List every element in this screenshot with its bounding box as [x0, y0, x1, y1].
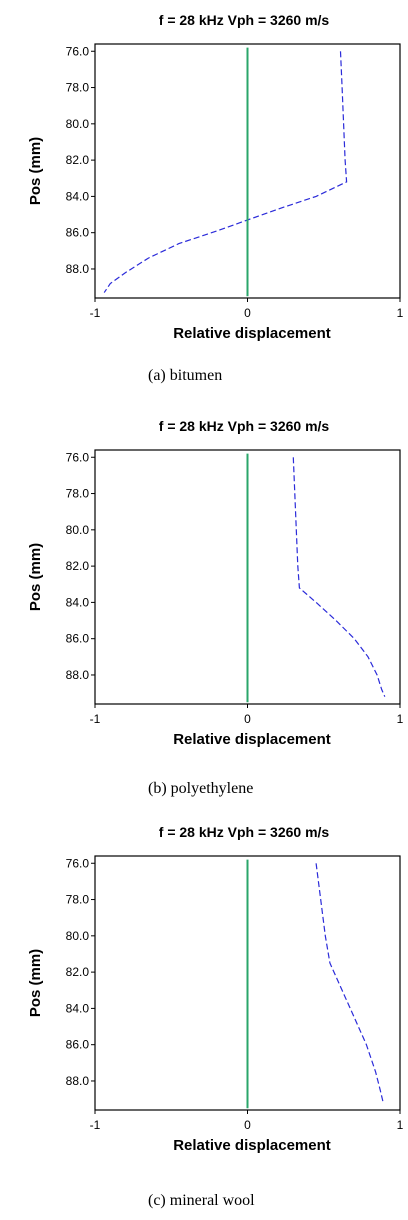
y-tick-label: 80.0	[66, 523, 90, 537]
chart-a: f = 28 kHz Vph = 3260 m/s 76.0 78.0 80.0 82.…	[27, 12, 404, 342]
x-axis-label: Relative displacement	[173, 731, 331, 748]
chart-c: f = 28 kHz Vph = 3260 m/s 76.0 78.0 80.0 82.…	[27, 824, 404, 1154]
x-tick-label: -1	[90, 1118, 101, 1132]
y-tick-label: 80.0	[66, 117, 90, 131]
y-tick-label: 86.0	[66, 632, 90, 646]
y-axis-label: Pos (mm)	[27, 949, 44, 1017]
y-tick-label: 78.0	[66, 893, 90, 907]
y-axis-label: Pos (mm)	[27, 543, 44, 611]
y-tick-label: 76.0	[66, 856, 90, 870]
chart-title: f = 28 kHz Vph = 3260 m/s	[159, 824, 330, 840]
x-tick-label: 1	[397, 712, 404, 726]
y-tick-label: 84.0	[66, 595, 90, 609]
x-tick-label: 0	[244, 306, 251, 320]
y-tick-label: 88.0	[66, 1074, 90, 1088]
y-tick-label: 82.0	[66, 965, 90, 979]
y-tick-label: 78.0	[66, 487, 90, 501]
x-tick-label: -1	[90, 306, 101, 320]
y-tick-label: 82.0	[66, 559, 90, 573]
y-tick-label: 76.0	[66, 44, 90, 58]
chart-b: f = 28 kHz Vph = 3260 m/s 76.0 78.0 80.0 82.…	[27, 418, 404, 748]
caption-b: (b) polyethylene	[148, 780, 254, 797]
x-tick-label: -1	[90, 712, 101, 726]
chart-panel-b: f = 28 kHz Vph = 3260 m/s 76.0 78.0 80.0 82.…	[0, 406, 408, 812]
chart-panel-c: f = 28 kHz Vph = 3260 m/s 76.0 78.0 80.0 82.…	[0, 812, 408, 1218]
x-tick-label: 0	[244, 712, 251, 726]
y-tick-label: 88.0	[66, 668, 90, 682]
y-axis-label: Pos (mm)	[27, 137, 44, 205]
chart-title: f = 28 kHz Vph = 3260 m/s	[159, 418, 330, 434]
x-tick-label: 1	[397, 1118, 404, 1132]
series-displacement-line	[315, 863, 384, 1103]
x-axis-label: Relative displacement	[173, 1137, 331, 1154]
caption-a: (a) bitumen	[148, 367, 223, 384]
x-tick-label: 1	[397, 306, 404, 320]
y-tick-label: 84.0	[66, 1001, 90, 1015]
chart-title: f = 28 kHz Vph = 3260 m/s	[159, 12, 330, 28]
y-tick-label: 82.0	[66, 153, 90, 167]
x-tick-label: 0	[244, 1118, 251, 1132]
y-tick-label: 78.0	[66, 81, 90, 95]
y-tick-label: 80.0	[66, 929, 90, 943]
series-displacement-line	[103, 51, 348, 293]
y-tick-label: 84.0	[66, 189, 90, 203]
y-tick-label: 76.0	[66, 450, 90, 464]
series-displacement-line	[292, 457, 386, 697]
y-tick-label: 86.0	[66, 1038, 90, 1052]
y-tick-label: 86.0	[66, 226, 90, 240]
x-axis-label: Relative displacement	[173, 325, 331, 342]
caption-c: (c) mineral wool	[148, 1192, 255, 1209]
chart-panel-a: f = 28 kHz Vph = 3260 m/s 76.0 78.0 80.0 82.…	[0, 0, 408, 406]
y-tick-label: 88.0	[66, 262, 90, 276]
